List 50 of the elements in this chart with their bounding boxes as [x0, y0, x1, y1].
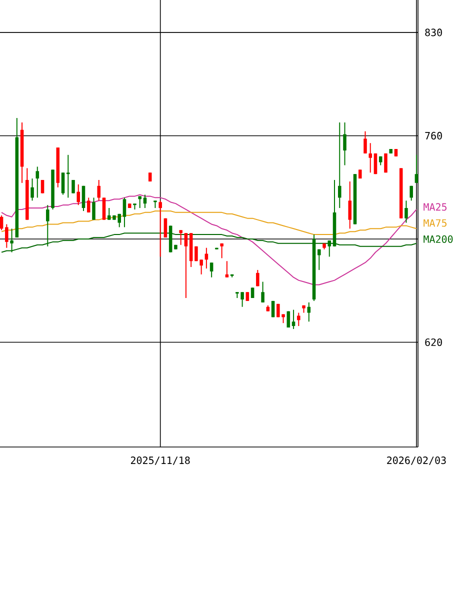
candlestick — [414, 154, 418, 184]
x-tick-label: 2026/02/03 — [387, 456, 446, 465]
candlestick — [40, 179, 44, 194]
candlestick — [46, 204, 50, 247]
candlestick — [97, 179, 101, 202]
candlestick — [86, 197, 90, 213]
candlestick — [5, 224, 8, 248]
candlestick — [338, 122, 342, 209]
y-tick-label: 830 — [425, 28, 442, 36]
candlestick — [210, 262, 214, 278]
candlestick — [404, 200, 408, 224]
candlestick — [76, 184, 80, 206]
candlestick — [348, 180, 352, 230]
series-label: MA75 — [424, 219, 446, 227]
candlestick — [61, 172, 65, 196]
x-tick-label: 2025/11/18 — [130, 456, 190, 465]
candlestick — [158, 200, 162, 258]
candlestick — [220, 242, 224, 259]
candlestick — [72, 179, 75, 194]
candlestick — [204, 247, 208, 269]
candlestick — [328, 240, 332, 258]
candlestick — [10, 228, 14, 253]
candlestick — [82, 185, 86, 212]
candlestick — [292, 309, 296, 330]
candlestick — [261, 281, 264, 303]
candlestick — [297, 312, 300, 327]
candlestick — [179, 230, 182, 246]
candlestick — [343, 122, 346, 166]
candlestick — [102, 197, 106, 220]
candlestick — [143, 194, 147, 209]
candlestick — [66, 154, 70, 198]
y-tick-label: 760 — [425, 132, 442, 140]
candlestick — [368, 142, 372, 174]
candlestick — [250, 287, 254, 298]
candlestick — [122, 197, 126, 228]
candlestick — [36, 166, 40, 198]
candlestick — [410, 185, 413, 202]
candlestick — [92, 197, 96, 220]
candlestick — [138, 196, 142, 209]
candlestick — [256, 269, 260, 287]
candlestick — [225, 260, 229, 278]
candlestick — [364, 130, 367, 154]
candlestick — [184, 232, 188, 298]
candlestick — [318, 248, 321, 270]
candlestick — [307, 302, 311, 322]
candlestick — [30, 178, 34, 202]
candlestick — [0, 214, 4, 231]
y-tick-label: 620 — [425, 338, 442, 346]
series-label: MA200 — [424, 235, 453, 243]
series-label: MA25 — [424, 203, 446, 211]
